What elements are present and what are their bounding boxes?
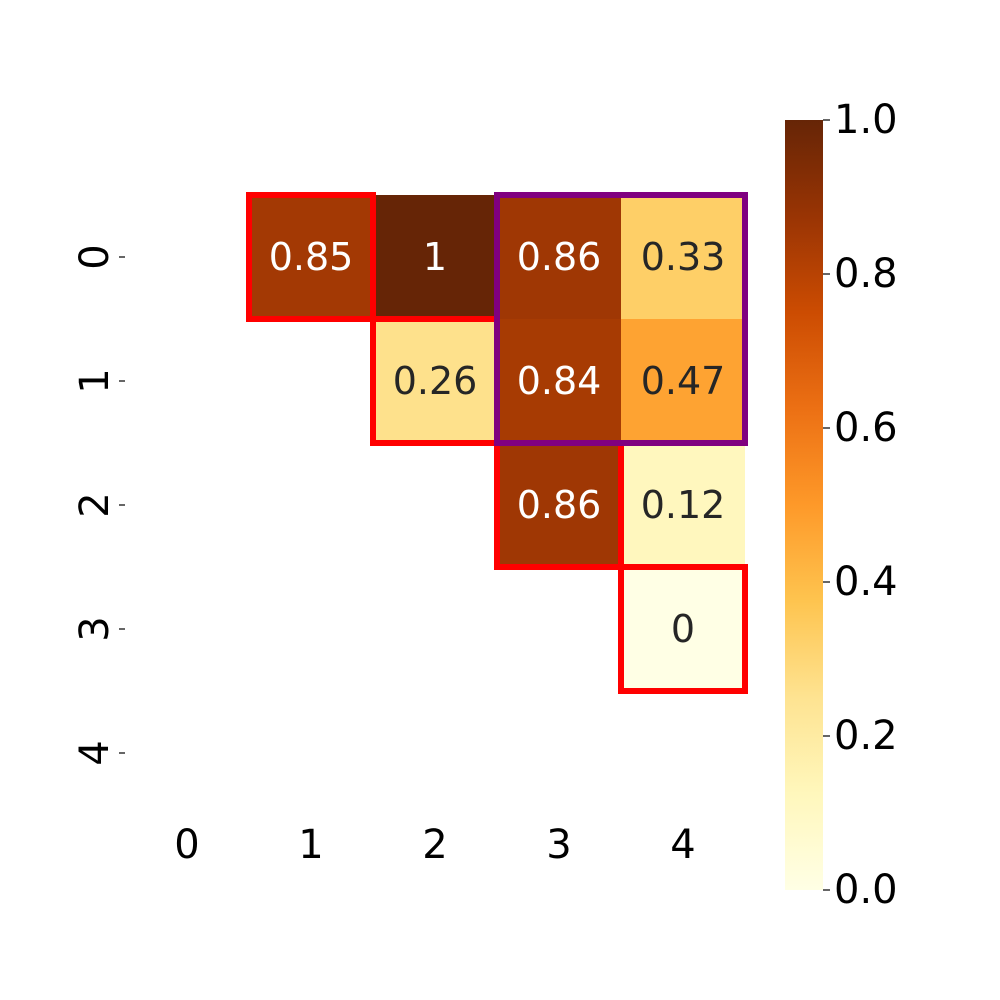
y-tick-label: 2 [72, 492, 118, 517]
highlight-boxes [246, 192, 748, 694]
cell-value-label: 0.86 [517, 483, 602, 527]
heatmap-cell [373, 195, 497, 319]
x-tick-label: 1 [298, 822, 323, 868]
heatmap-cell [373, 319, 497, 443]
heatmap-cell [621, 319, 745, 443]
y-tick-label: 1 [72, 368, 118, 393]
cell-value-label: 0.47 [641, 359, 726, 403]
cell-value-label: 0.84 [517, 359, 602, 403]
heatmap-cell [621, 195, 745, 319]
colorbar-gradient [785, 120, 823, 890]
colorbar-tick-label: 1.0 [834, 97, 898, 143]
colorbar-tick-label: 0.2 [834, 713, 898, 759]
heatmap-cell [497, 443, 621, 567]
y-tick-label: 0 [72, 244, 118, 269]
heatmap-cells: 0.85 1 0.86 0.33 0.26 0.84 0.47 0.86 0.12 0 [249, 195, 745, 691]
x-tick-label: 3 [546, 822, 571, 868]
heatmap-cell [497, 319, 621, 443]
cell-value-label: 0.33 [641, 235, 726, 279]
cell-value-label: 0.85 [269, 235, 354, 279]
highlight-box [494, 192, 748, 446]
x-tick-label: 0 [174, 822, 199, 868]
highlight-box [246, 192, 376, 322]
heatmap-axes: 0 1 2 3 4 0 1 2 3 4 [72, 244, 696, 868]
cell-value-label: 0 [671, 607, 695, 651]
heatmap-cell [497, 195, 621, 319]
colorbar-tick-label: 0.0 [834, 867, 898, 913]
y-tick-label: 3 [72, 616, 118, 641]
colorbar-tick-label: 0.4 [834, 559, 898, 605]
heatmap-cell [621, 567, 745, 691]
y-tick-label: 4 [72, 740, 118, 765]
colorbar: 0.0 0.2 0.4 0.6 0.8 1.0 [785, 97, 898, 913]
colorbar-tick-label: 0.8 [834, 251, 898, 297]
highlight-box [618, 564, 748, 694]
heatmap-cell [621, 443, 745, 567]
x-tick-label: 2 [422, 822, 447, 868]
cell-value-label: 0.12 [641, 483, 726, 527]
heatmap-cell [249, 195, 373, 319]
cell-value-label: 0.26 [393, 359, 478, 403]
cell-value-label: 0.86 [517, 235, 602, 279]
cell-value-label: 1 [423, 235, 447, 279]
colorbar-tick-label: 0.6 [834, 405, 898, 451]
x-tick-label: 4 [670, 822, 695, 868]
